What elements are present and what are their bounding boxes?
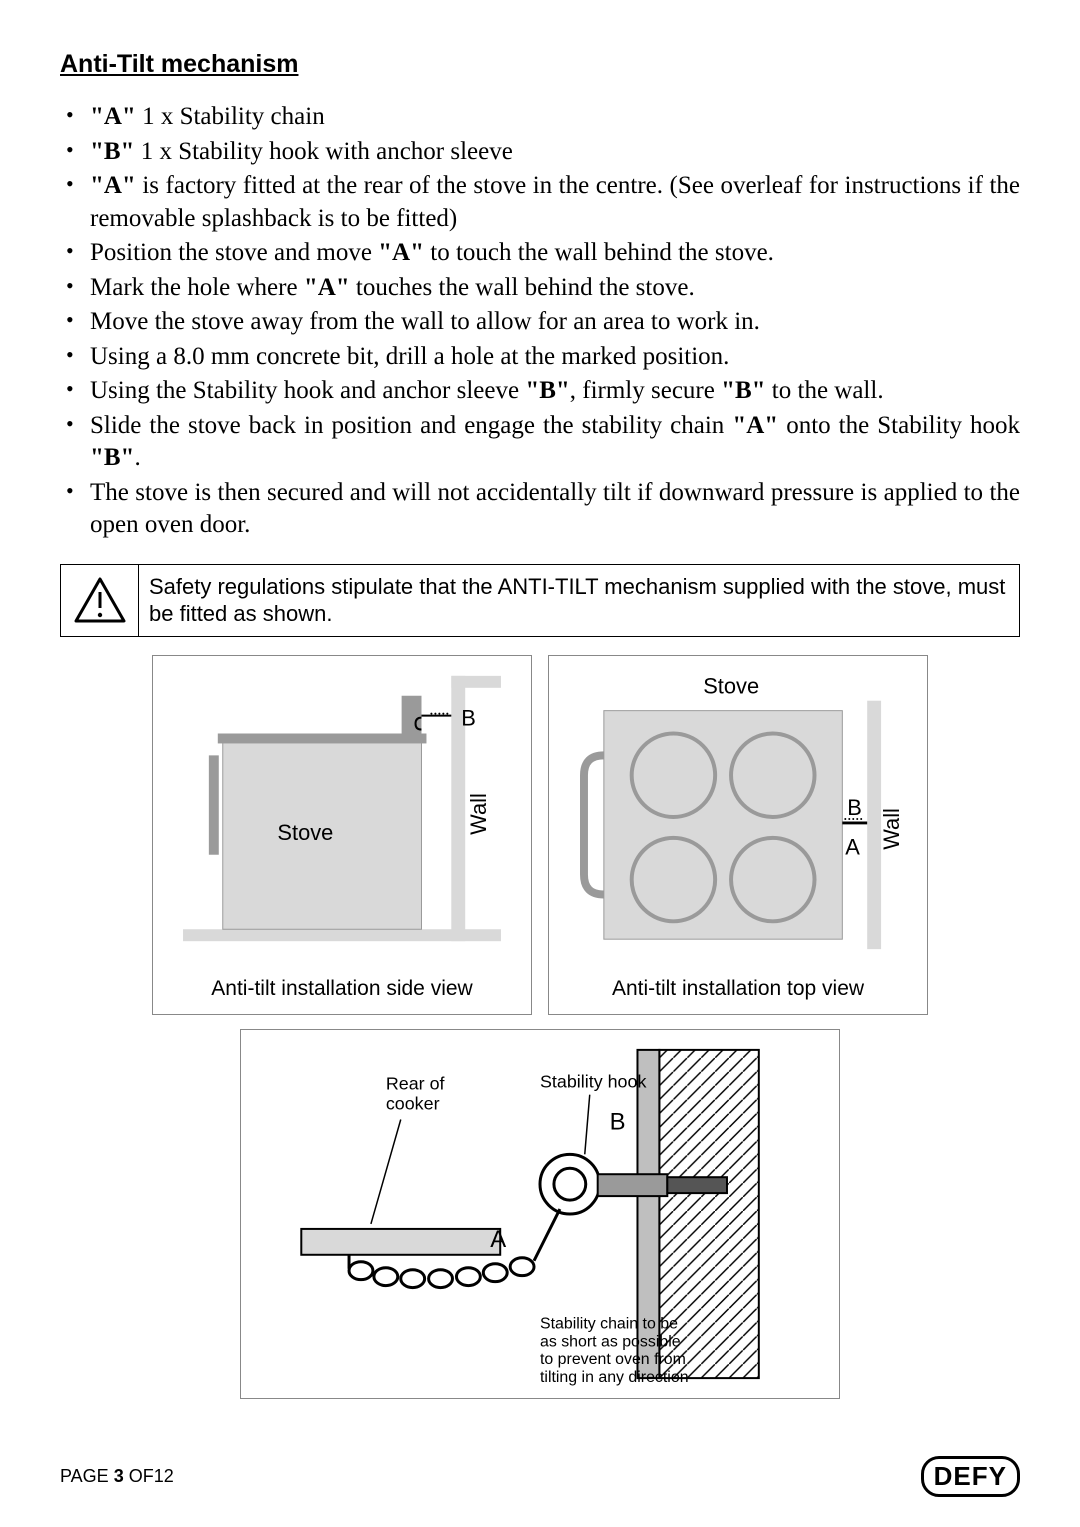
text: . (134, 444, 140, 471)
label-rear2: cooker (386, 1093, 440, 1113)
label-stove: Stove (703, 673, 759, 698)
list-item: "A" is factory fitted at the rear of the… (60, 170, 1020, 235)
label-a: A (490, 1225, 506, 1252)
label-b: "B" (90, 444, 134, 471)
text: Using the Stability hook and anchor slee… (90, 377, 525, 404)
diagram-detail: Rear of cooker Stability hook B A Stabil… (240, 1029, 840, 1399)
list-item: Using a 8.0 mm concrete bit, drill a hol… (60, 341, 1020, 374)
label-b: "B" (90, 138, 134, 165)
list-item: Using the Stability hook and anchor slee… (60, 375, 1020, 408)
diagram-top-view: Stove B A Wall (548, 655, 928, 1015)
text: touches the wall behind the stove. (350, 274, 695, 301)
text: Slide the stove back in position and eng… (90, 412, 732, 439)
text: Position the stove and move (90, 239, 378, 266)
page-pre: PAGE (60, 1466, 114, 1486)
page-number: PAGE 3 OF12 (60, 1466, 174, 1487)
text: to the wall. (766, 377, 884, 404)
label-rear: Rear of (386, 1073, 445, 1093)
instruction-list: "A" 1 x Stability chain "B" 1 x Stabilit… (60, 101, 1020, 542)
label-wall: Wall (879, 808, 904, 850)
list-item: Mark the hole where "A" touches the wall… (60, 272, 1020, 305)
warning-icon (61, 565, 139, 636)
label-b: B (461, 705, 476, 730)
label-stove: Stove (277, 819, 333, 844)
page-post: OF12 (124, 1466, 174, 1486)
section-heading: Anti-Tilt mechanism (60, 50, 1020, 79)
diagram-side-view: B Stove Wall Anti-tilt installation side… (152, 655, 532, 1015)
text: Using a 8.0 mm concrete bit, drill a hol… (90, 343, 729, 370)
label-a: "A" (732, 412, 778, 439)
note-line4: tilting in any direction (540, 1369, 689, 1386)
note-line1: Stability chain to be (540, 1315, 678, 1332)
diagram-caption: Anti-tilt installation top view (549, 969, 927, 1013)
label-b: B (610, 1108, 626, 1135)
text: , firmly secure (570, 377, 721, 404)
label-a: "A" (90, 172, 136, 199)
list-item: Position the stove and move "A" to touch… (60, 237, 1020, 270)
diagrams-row: B Stove Wall Anti-tilt installation side… (60, 655, 1020, 1015)
text: 1 x Stability chain (136, 103, 325, 130)
page-footer: PAGE 3 OF12 DEFY (60, 1456, 1020, 1497)
label-hook: Stability hook (540, 1071, 646, 1091)
brand-logo: DEFY (921, 1456, 1020, 1497)
text: Mark the hole where (90, 274, 304, 301)
list-item: "B" 1 x Stability hook with anchor sleev… (60, 136, 1020, 169)
label-wall: Wall (466, 793, 491, 835)
text: onto the Stability hook (778, 412, 1020, 439)
note-line3: to prevent oven from (540, 1351, 686, 1368)
page-num-val: 3 (114, 1466, 124, 1486)
note-line2: as short as possible (540, 1333, 681, 1350)
label-b: "B" (721, 377, 765, 404)
list-item: Slide the stove back in position and eng… (60, 410, 1020, 475)
label-a: "A" (304, 274, 350, 301)
warning-text: Safety regulations stipulate that the AN… (139, 565, 1019, 636)
label-a: A (845, 834, 860, 859)
text: to touch the wall behind the stove. (424, 239, 774, 266)
text: is factory fitted at the rear of the sto… (90, 172, 1020, 232)
list-item: "A" 1 x Stability chain (60, 101, 1020, 134)
label-a: "A" (90, 103, 136, 130)
list-item: Move the stove away from the wall to all… (60, 306, 1020, 339)
diagram-caption: Anti-tilt installation side view (153, 969, 531, 1013)
list-item: The stove is then secured and will not a… (60, 477, 1020, 542)
warning-box: Safety regulations stipulate that the AN… (60, 564, 1020, 637)
text: Move the stove away from the wall to all… (90, 308, 760, 335)
text: 1 x Stability hook with anchor sleeve (134, 138, 512, 165)
label-a: "A" (378, 239, 424, 266)
label-b: "B" (525, 377, 569, 404)
label-b: B (847, 794, 862, 819)
text: The stove is then secured and will not a… (90, 479, 1020, 539)
